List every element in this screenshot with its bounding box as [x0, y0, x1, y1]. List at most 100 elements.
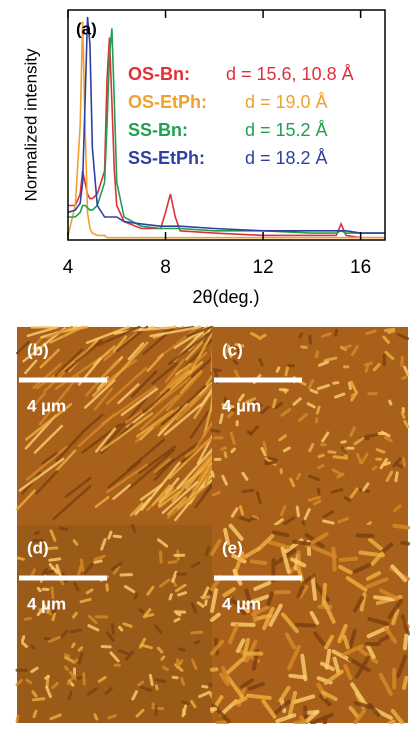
afm-texture: [196, 642, 199, 643]
afm-texture: [170, 595, 171, 599]
afm-texture: [206, 601, 207, 605]
legend-name: SS-EtPh:: [128, 148, 205, 168]
afm-texture: [33, 699, 44, 700]
afm-texture: [60, 528, 66, 529]
scale-label: 4 µm: [27, 396, 66, 415]
afm-texture: [27, 680, 31, 683]
afm-texture: [113, 625, 114, 634]
afm-texture: [133, 525, 135, 531]
afm-texture: [183, 702, 188, 704]
scale-label: 4 µm: [27, 594, 66, 613]
afm-texture: [71, 630, 81, 632]
afm-texture: [156, 686, 157, 689]
afm-texture: [317, 407, 319, 413]
afm-texture: [234, 361, 236, 363]
afm-texture: [156, 680, 164, 682]
afm-texture: [280, 390, 287, 391]
afm-texture: [79, 648, 81, 651]
afm-texture: [248, 696, 270, 698]
afm-texture: [300, 334, 302, 337]
afm-texture: [402, 543, 408, 544]
afm-texture: [390, 722, 394, 723]
afm-texture: [50, 559, 60, 560]
afm-texture: [192, 632, 202, 633]
afm-texture: [18, 558, 23, 559]
afm-texture: [140, 610, 143, 612]
series-line: [68, 28, 385, 233]
afm-texture: [390, 401, 391, 404]
afm-texture: [394, 526, 408, 528]
afm-texture: [365, 363, 371, 365]
afm-texture: [402, 377, 406, 379]
panel-label: (e): [222, 538, 243, 557]
afm-texture: [303, 522, 304, 525]
afm-texture: [260, 360, 262, 365]
afm-texture: [179, 649, 184, 650]
afm-texture: [109, 532, 111, 538]
afm-texture: [162, 657, 164, 659]
legend-name: OS-EtPh:: [128, 92, 207, 112]
afm-texture: [169, 562, 175, 563]
afm-texture: [232, 449, 235, 452]
afm-texture: [214, 370, 221, 371]
afm-texture: [310, 336, 311, 343]
afm-texture: [358, 535, 373, 536]
afm-texture: [17, 716, 18, 721]
afm-texture: [34, 711, 36, 716]
afm-texture: [334, 383, 338, 384]
afm-texture: [175, 619, 179, 621]
legend-annotation: d = 18.2 Å: [245, 148, 328, 168]
afm-texture: [396, 473, 397, 481]
legend-name: OS-Bn:: [128, 64, 190, 84]
legend-annotation: d = 19.0 Å: [245, 92, 328, 112]
afm-texture: [316, 352, 317, 357]
afm-texture: [74, 660, 77, 662]
afm-texture: [373, 467, 375, 469]
panel-label: (c): [222, 340, 243, 359]
afm-texture: [286, 368, 288, 375]
afm-texture: [327, 651, 330, 668]
afm-texture: [345, 346, 351, 348]
scale-label: 4 µm: [222, 396, 261, 415]
afm-texture: [150, 675, 152, 684]
afm-texture: [81, 560, 82, 570]
afm-texture: [297, 474, 299, 479]
afm-texture: [95, 715, 97, 719]
afm-texture: [179, 593, 186, 595]
afm-texture: [333, 549, 334, 570]
afm-texture: [22, 637, 23, 641]
afm-texture: [203, 686, 207, 687]
afm-texture: [114, 536, 120, 537]
afm-texture: [266, 462, 275, 464]
afm-texture: [177, 613, 180, 615]
afm-texture: [290, 676, 304, 678]
afm-texture: [69, 693, 71, 699]
afm-texture: [349, 383, 350, 388]
afm-texture: [264, 442, 266, 450]
x-axis-label: 2θ(deg.): [192, 287, 259, 307]
afm-texture: [25, 618, 30, 619]
afm-texture: [334, 457, 344, 458]
afm-texture: [277, 368, 279, 371]
afm-texture: [319, 455, 323, 456]
afm-texture: [341, 559, 356, 560]
afm-texture: [316, 419, 317, 422]
panel-label: (d): [27, 538, 49, 557]
afm-texture: [32, 646, 34, 648]
afm-texture: [95, 561, 101, 562]
afm-texture: [294, 542, 309, 544]
afm-texture: [389, 331, 394, 332]
afm-texture: [73, 644, 75, 647]
afm-texture: [120, 627, 122, 630]
afm-texture: [329, 452, 335, 453]
afm-texture: [53, 614, 54, 620]
afm-texture: [220, 415, 222, 423]
afm-texture: [135, 594, 137, 598]
y-axis-label: Normalized intensity: [21, 48, 40, 202]
afm-texture: [366, 365, 368, 371]
afm-texture: [212, 669, 216, 670]
x-tick-label: 12: [253, 257, 274, 278]
afm-texture: [297, 625, 315, 626]
afm-texture: [45, 638, 50, 639]
